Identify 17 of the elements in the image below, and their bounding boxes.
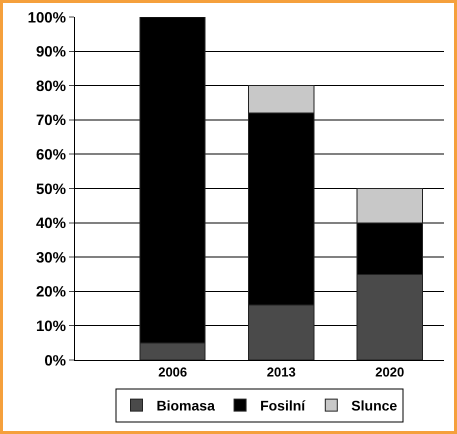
y-tick-label: 90% xyxy=(36,44,66,61)
x-tick-label: 2013 xyxy=(266,364,296,380)
y-tick-label: 40% xyxy=(36,215,66,232)
x-tick-label: 2006 xyxy=(158,364,188,380)
x-tick-label: 2020 xyxy=(375,364,404,380)
y-tick-label: 0% xyxy=(44,352,66,370)
y-tick-label: 100% xyxy=(28,9,66,26)
y-tick-label: 60% xyxy=(36,146,66,164)
y-tick-label: 70% xyxy=(36,112,66,130)
legend-label: Fosilní xyxy=(260,398,306,414)
y-tick-label: 80% xyxy=(36,78,66,95)
y-tick-label: 20% xyxy=(36,284,66,301)
legend-label: Slunce xyxy=(351,398,398,414)
y-tick-label: 30% xyxy=(36,249,66,266)
legend-label: Biomasa xyxy=(156,398,216,414)
y-tick-label: 10% xyxy=(36,318,66,335)
y-tick-label: 50% xyxy=(36,180,66,198)
